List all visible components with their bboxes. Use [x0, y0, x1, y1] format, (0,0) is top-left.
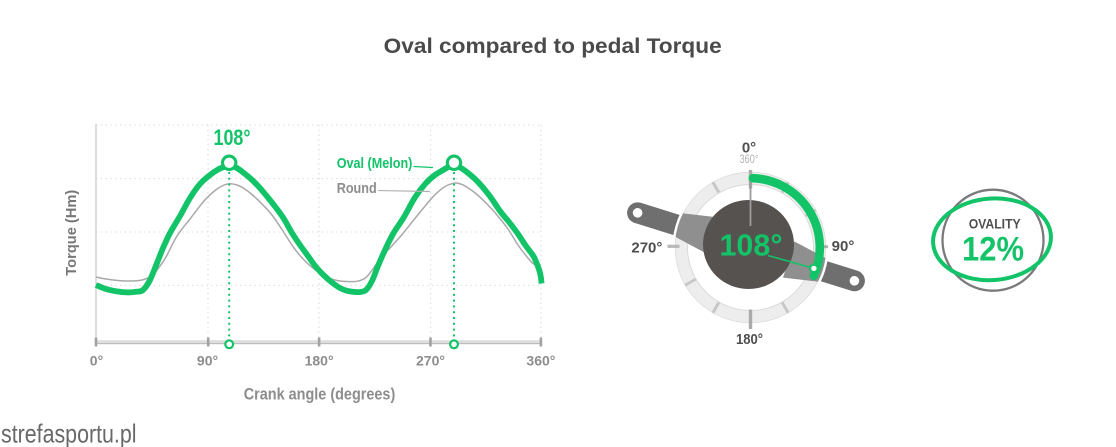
- svg-text:12%: 12%: [962, 230, 1024, 268]
- svg-text:Oval compared to pedal Torque: Oval compared to pedal Torque: [384, 34, 722, 58]
- svg-text:270°: 270°: [416, 353, 445, 369]
- svg-text:108°: 108°: [719, 229, 782, 263]
- svg-text:strefasportu.pl: strefasportu.pl: [1, 419, 137, 447]
- svg-text:Round: Round: [337, 180, 377, 197]
- svg-text:360°: 360°: [526, 353, 555, 369]
- svg-text:180°: 180°: [736, 331, 763, 348]
- svg-text:0°: 0°: [742, 140, 756, 157]
- svg-text:90°: 90°: [197, 353, 218, 369]
- svg-text:90°: 90°: [832, 238, 855, 255]
- svg-text:Oval (Melon): Oval (Melon): [337, 155, 413, 172]
- svg-text:OVALITY: OVALITY: [969, 217, 1021, 232]
- svg-text:180°: 180°: [305, 353, 334, 369]
- svg-text:Crank angle (degrees): Crank angle (degrees): [244, 384, 396, 403]
- svg-text:360°: 360°: [740, 152, 759, 166]
- svg-text:270°: 270°: [631, 240, 662, 257]
- svg-text:Torque (Hm): Torque (Hm): [63, 190, 80, 276]
- svg-text:0°: 0°: [90, 353, 103, 369]
- svg-text:108°: 108°: [214, 125, 251, 150]
